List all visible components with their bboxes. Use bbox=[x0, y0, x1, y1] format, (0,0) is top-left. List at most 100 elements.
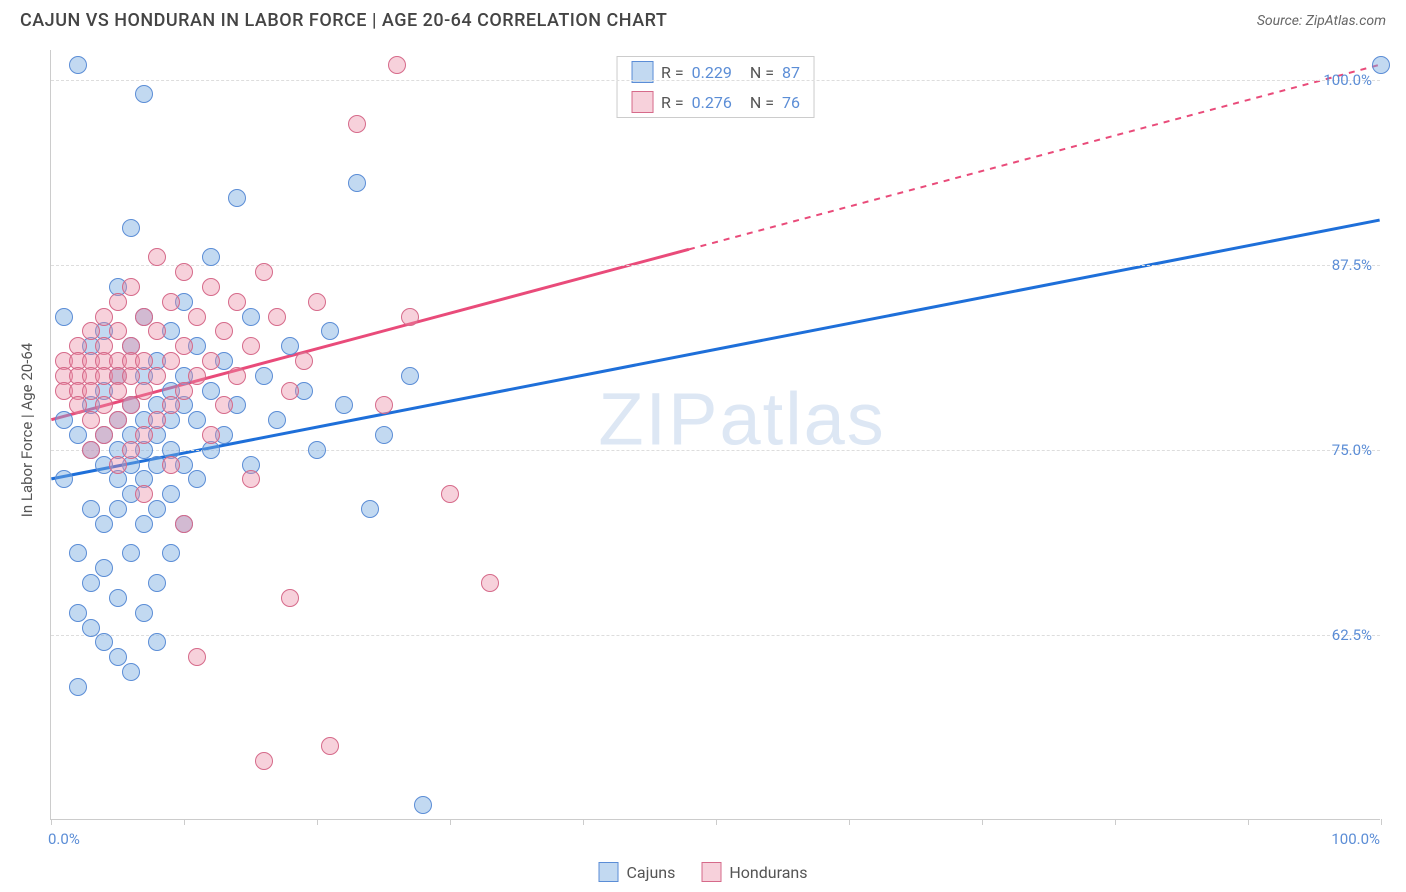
scatter-point bbox=[175, 337, 193, 355]
scatter-point bbox=[188, 308, 206, 326]
scatter-point bbox=[188, 470, 206, 488]
x-tick bbox=[51, 819, 52, 825]
scatter-point bbox=[122, 544, 140, 562]
scatter-point bbox=[308, 441, 326, 459]
scatter-point bbox=[375, 396, 393, 414]
scatter-point bbox=[348, 174, 366, 192]
scatter-point bbox=[95, 515, 113, 533]
scatter-point bbox=[202, 426, 220, 444]
scatter-point bbox=[162, 456, 180, 474]
scatter-point bbox=[268, 411, 286, 429]
scatter-point bbox=[122, 367, 140, 385]
scatter-point bbox=[122, 441, 140, 459]
scatter-point bbox=[109, 293, 127, 311]
scatter-point bbox=[188, 648, 206, 666]
scatter-point bbox=[255, 367, 273, 385]
scatter-point bbox=[148, 367, 166, 385]
x-axis-min-label: 0.0% bbox=[48, 830, 80, 848]
scatter-point bbox=[148, 574, 166, 592]
scatter-point bbox=[1372, 56, 1390, 74]
x-tick bbox=[583, 819, 584, 825]
scatter-point bbox=[135, 352, 153, 370]
x-tick bbox=[184, 819, 185, 825]
scatter-point bbox=[215, 322, 233, 340]
scatter-point bbox=[321, 737, 339, 755]
scatter-point bbox=[281, 382, 299, 400]
scatter-point bbox=[162, 293, 180, 311]
scatter-point bbox=[148, 248, 166, 266]
legend-series-label: Hondurans bbox=[729, 863, 807, 882]
scatter-point bbox=[69, 544, 87, 562]
scatter-point bbox=[162, 396, 180, 414]
scatter-point bbox=[135, 426, 153, 444]
scatter-point bbox=[82, 500, 100, 518]
y-axis-title: In Labor Force | Age 20-64 bbox=[18, 343, 36, 517]
scatter-point bbox=[135, 382, 153, 400]
scatter-point bbox=[175, 263, 193, 281]
y-tick-label: 87.5% bbox=[1332, 256, 1372, 274]
scatter-point bbox=[82, 441, 100, 459]
scatter-point bbox=[82, 382, 100, 400]
scatter-point bbox=[122, 278, 140, 296]
scatter-point bbox=[308, 293, 326, 311]
scatter-point bbox=[109, 322, 127, 340]
scatter-point bbox=[188, 411, 206, 429]
scatter-point bbox=[348, 115, 366, 133]
scatter-point bbox=[55, 470, 73, 488]
y-tick-label: 100.0% bbox=[1323, 71, 1372, 89]
x-tick bbox=[1381, 819, 1382, 825]
scatter-point bbox=[228, 189, 246, 207]
scatter-point bbox=[281, 337, 299, 355]
scatter-point bbox=[175, 382, 193, 400]
scatter-point bbox=[95, 559, 113, 577]
scatter-point bbox=[95, 308, 113, 326]
scatter-point bbox=[69, 396, 87, 414]
x-tick bbox=[716, 819, 717, 825]
scatter-point bbox=[82, 574, 100, 592]
scatter-point bbox=[295, 352, 313, 370]
scatter-point bbox=[401, 367, 419, 385]
scatter-point bbox=[55, 411, 73, 429]
scatter-point bbox=[188, 367, 206, 385]
legend-series-label: Cajuns bbox=[627, 863, 676, 882]
scatter-point bbox=[95, 633, 113, 651]
gridline bbox=[51, 450, 1380, 451]
scatter-point bbox=[69, 426, 87, 444]
scatter-point bbox=[441, 485, 459, 503]
scatter-point bbox=[109, 382, 127, 400]
scatter-point bbox=[228, 367, 246, 385]
scatter-point bbox=[481, 574, 499, 592]
trend-lines bbox=[51, 50, 1380, 819]
scatter-point bbox=[148, 500, 166, 518]
scatter-point bbox=[162, 544, 180, 562]
scatter-point bbox=[95, 396, 113, 414]
scatter-point bbox=[135, 485, 153, 503]
scatter-point bbox=[122, 396, 140, 414]
scatter-point bbox=[175, 515, 193, 533]
scatter-point bbox=[148, 322, 166, 340]
y-tick-label: 75.0% bbox=[1332, 441, 1372, 459]
scatter-point bbox=[82, 411, 100, 429]
legend-swatch bbox=[631, 91, 653, 113]
x-tick bbox=[450, 819, 451, 825]
scatter-point bbox=[162, 352, 180, 370]
r-value: 0.276 bbox=[692, 93, 732, 112]
scatter-point bbox=[55, 308, 73, 326]
scatter-point bbox=[69, 678, 87, 696]
x-tick bbox=[317, 819, 318, 825]
scatter-point bbox=[109, 456, 127, 474]
legend-correlation: R =0.229N =87R =0.276N =76 bbox=[616, 56, 815, 118]
scatter-point bbox=[135, 604, 153, 622]
x-axis-max-label: 100.0% bbox=[1331, 830, 1380, 848]
scatter-point bbox=[215, 396, 233, 414]
legend-correlation-row: R =0.229N =87 bbox=[617, 57, 814, 87]
scatter-point bbox=[202, 278, 220, 296]
scatter-point bbox=[255, 263, 273, 281]
gridline bbox=[51, 635, 1380, 636]
scatter-point bbox=[242, 337, 260, 355]
x-tick bbox=[1248, 819, 1249, 825]
chart-plot-area: ZIPatlas R =0.229N =87R =0.276N =76 62.5… bbox=[50, 50, 1380, 820]
chart-title: CAJUN VS HONDURAN IN LABOR FORCE | AGE 2… bbox=[20, 10, 667, 31]
scatter-point bbox=[321, 322, 339, 340]
scatter-point bbox=[228, 293, 246, 311]
